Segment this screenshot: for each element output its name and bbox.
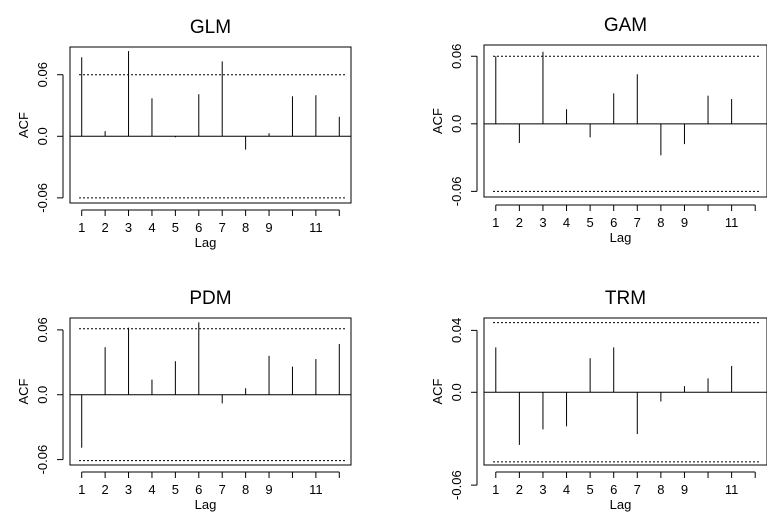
x-tick-label: 3 — [125, 482, 132, 497]
x-tick-label: 2 — [102, 482, 109, 497]
x-tick-label: 7 — [219, 482, 226, 497]
acf-panel-glm: GLM -0.06 0.0 0.06 ACF 1 2 3 4 5 6 7 8 9 11 Lag — [16, 17, 352, 250]
x-tick-label: 5 — [172, 482, 179, 497]
x-tick-label: 11 — [725, 482, 739, 497]
x-tick-label: 11 — [309, 220, 323, 235]
panel-title: GAM — [604, 15, 647, 36]
x-tick-label: 4 — [148, 482, 155, 497]
x-tick-label: 1 — [492, 215, 499, 230]
x-tick-label: 2 — [516, 482, 523, 497]
x-axis-label: Lag — [610, 497, 632, 512]
y-tick-label: -0.06 — [35, 183, 50, 213]
plot-frame — [69, 46, 352, 204]
y-tick-label: 0.0 — [449, 115, 464, 133]
x-tick-label: 4 — [563, 482, 570, 497]
acf-panel-pdm: PDM -0.06 0.0 0.06 ACF 1 2 3 4 5 6 7 8 9 11 Lag — [16, 288, 352, 512]
x-tick-label: 8 — [242, 220, 249, 235]
y-tick-label: 0.06 — [449, 44, 464, 69]
y-axis-label: ACF — [430, 378, 445, 404]
x-tick-label: 2 — [516, 215, 523, 230]
x-axis-label: Lag — [195, 497, 217, 512]
y-axis-label: ACF — [16, 378, 31, 404]
x-tick-label: 6 — [610, 215, 617, 230]
x-tick-label: 2 — [102, 220, 109, 235]
x-tick-label: 1 — [78, 220, 85, 235]
y-tick-label: 0.0 — [35, 127, 50, 145]
panel-title: GLM — [190, 17, 231, 38]
x-tick-label: 6 — [610, 482, 617, 497]
y-tick-label: 0.06 — [35, 62, 50, 87]
x-tick-label: 9 — [265, 220, 272, 235]
x-tick-label: 8 — [242, 482, 249, 497]
x-tick-label: 1 — [78, 482, 85, 497]
x-tick-label: 5 — [587, 215, 594, 230]
x-tick-label: 3 — [539, 482, 546, 497]
y-tick-label: -0.06 — [35, 445, 50, 475]
x-tick-label: 9 — [681, 215, 688, 230]
y-tick-label: -0.06 — [449, 470, 464, 500]
plot-frame — [483, 44, 767, 198]
plot-frame — [483, 317, 767, 466]
x-tick-label: 5 — [587, 482, 594, 497]
panel-title: PDM — [189, 288, 231, 309]
x-tick-label: 8 — [657, 482, 664, 497]
x-tick-label: 1 — [492, 482, 499, 497]
x-tick-label: 7 — [219, 220, 226, 235]
x-tick-label: 11 — [309, 482, 323, 497]
x-tick-label: 4 — [148, 220, 155, 235]
x-tick-label: 11 — [725, 215, 739, 230]
acf-panel-trm: TRM -0.06 0.0 0.04 ACF 1 2 3 4 5 6 7 8 9 11 Lag — [430, 288, 767, 512]
x-tick-label: 7 — [634, 482, 641, 497]
y-tick-label: 0.04 — [449, 318, 464, 343]
x-tick-label: 5 — [172, 220, 179, 235]
y-axis-label: ACF — [16, 112, 31, 138]
y-tick-label: 0.0 — [449, 383, 464, 401]
x-tick-label: 9 — [681, 482, 688, 497]
y-tick-label: 0.0 — [35, 386, 50, 404]
x-tick-label: 8 — [657, 215, 664, 230]
y-tick-label: 0.06 — [35, 317, 50, 342]
x-tick-label: 6 — [195, 482, 202, 497]
y-tick-label: -0.06 — [449, 177, 464, 207]
plot-frame — [69, 317, 352, 466]
acf-panel-gam: GAM -0.06 0.0 0.06 ACF 1 2 3 4 5 6 7 8 9 11 Lag — [430, 15, 767, 245]
x-tick-label: 3 — [539, 215, 546, 230]
x-axis-label: Lag — [195, 235, 217, 250]
x-tick-label: 9 — [265, 482, 272, 497]
x-tick-label: 7 — [634, 215, 641, 230]
panel-title: TRM — [605, 288, 646, 309]
x-tick-label: 4 — [563, 215, 570, 230]
x-axis-label: Lag — [610, 230, 632, 245]
x-tick-label: 3 — [125, 220, 132, 235]
y-axis-label: ACF — [430, 108, 445, 134]
x-tick-label: 6 — [195, 220, 202, 235]
